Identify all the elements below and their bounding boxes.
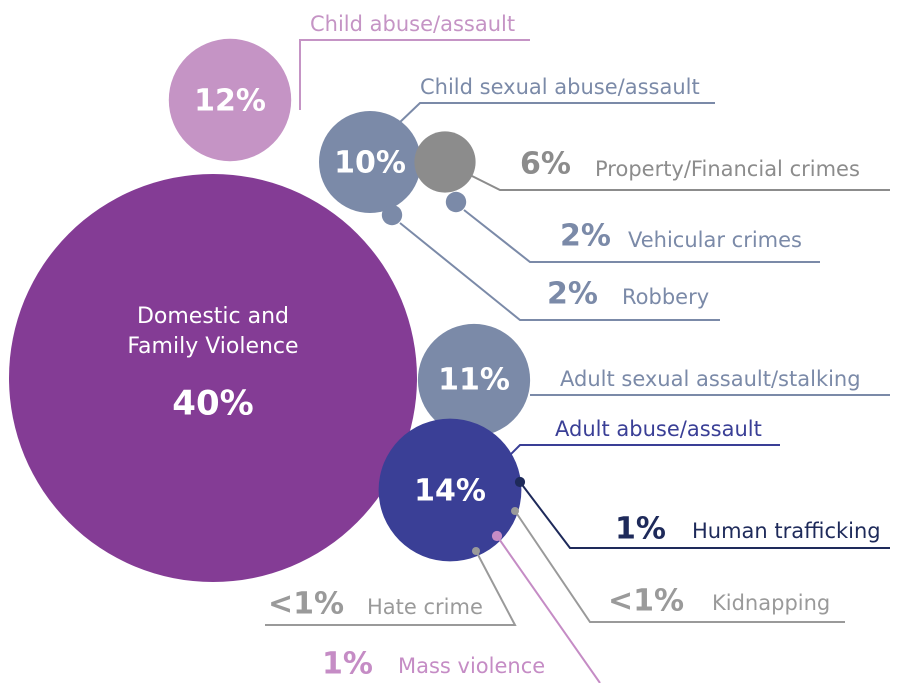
value-label: <1% [608,584,684,619]
leader-line [514,510,845,623]
leader-line [519,481,890,549]
bubble [381,204,403,226]
value-label: <1% [268,587,344,622]
leader-line [463,209,820,263]
bubble [414,131,476,193]
value-label: 1% [322,647,373,682]
value-label: 10% [334,146,406,181]
bubble-name: Domestic and Family Violence [127,304,299,359]
leader-line [399,222,720,321]
leader-line [469,174,890,191]
bubble-name: Human trafficking [692,519,881,543]
bubble-name: Vehicular crimes [628,228,802,252]
bubble-name: Adult sexual assault/stalking [560,367,861,391]
bubble-name: Child abuse/assault [310,12,515,36]
value-label: 40% [172,384,253,424]
bubble [9,174,417,582]
value-label: 2% [547,277,598,312]
value-label: 6% [520,147,571,182]
value-label: 14% [414,474,486,509]
bubble [378,418,522,562]
leader-line [504,444,780,461]
value-label: 1% [615,512,666,547]
value-label: 2% [560,219,611,254]
bubble-name: Robbery [622,285,709,309]
leader-line [397,102,715,125]
value-label: 12% [194,84,266,119]
bubble [511,507,519,515]
bubble-name: Adult abuse/assault [555,417,762,441]
bubble [319,111,421,213]
bubble [417,323,531,437]
bubble [168,38,292,162]
value-label: 11% [438,363,510,398]
leader-line [265,550,517,626]
bubble-name: Mass violence [398,654,545,678]
bubble-name: Property/Financial crimes [595,157,860,181]
leader-line [299,39,530,110]
bubble-name: Hate crime [367,595,483,619]
bubble [445,191,467,213]
bubble-name: Child sexual abuse/assault [420,75,700,99]
leader-line [496,535,601,683]
bubble-name: Kidnapping [712,591,830,615]
bubble [472,547,480,555]
bubble [491,530,503,542]
bubble [514,476,526,488]
